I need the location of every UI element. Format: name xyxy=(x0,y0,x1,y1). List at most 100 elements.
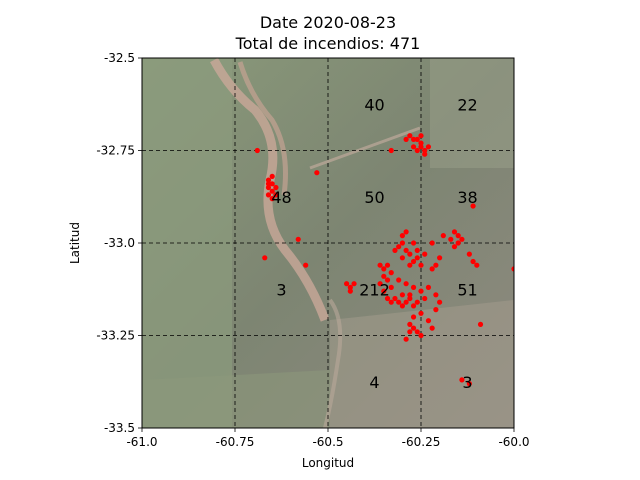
fire-point xyxy=(433,307,439,313)
fire-point xyxy=(429,240,435,246)
fire-point xyxy=(351,281,357,287)
fire-point xyxy=(399,292,405,298)
fire-point xyxy=(418,262,424,268)
cell-count-label: 22 xyxy=(457,95,477,114)
fire-point xyxy=(433,262,439,268)
fire-point xyxy=(466,381,472,387)
fire-point xyxy=(470,203,476,209)
fire-point xyxy=(459,377,465,383)
fire-point xyxy=(347,284,353,290)
fire-point xyxy=(273,192,279,198)
fire-point xyxy=(425,318,432,324)
fire-point xyxy=(388,284,394,290)
fire-point xyxy=(410,240,417,246)
cell-count-label: 3 xyxy=(276,280,286,299)
fire-point xyxy=(388,299,394,305)
cell-count-label: 38 xyxy=(457,188,477,207)
fire-point xyxy=(474,262,480,268)
cell-count-label: 40 xyxy=(364,95,384,114)
fire-point xyxy=(433,292,439,298)
cell-count-label: 3 xyxy=(462,373,472,392)
fire-point xyxy=(414,136,420,142)
fire-point xyxy=(399,233,405,239)
fire-point xyxy=(269,196,275,202)
fire-point xyxy=(418,144,424,150)
y-axis-ticks: -33.5 -33.25 -33.0 -32.75 -32.5 xyxy=(96,51,142,435)
fire-point xyxy=(295,236,301,242)
fire-point xyxy=(407,295,413,302)
x-tick-label: -60.5 xyxy=(312,435,343,449)
fire-point xyxy=(414,329,420,335)
x-tick-label: -60.25 xyxy=(402,435,441,449)
fire-point xyxy=(377,281,383,287)
fire-point xyxy=(470,258,476,265)
fire-point xyxy=(254,147,260,154)
fire-point xyxy=(410,325,417,331)
chart-subtitle: Total de incendios: 471 xyxy=(235,34,421,53)
fire-point xyxy=(422,151,428,157)
fire-point xyxy=(448,236,454,242)
fire-point xyxy=(399,255,405,261)
fire-point xyxy=(418,332,424,339)
y-tick-label: -33.5 xyxy=(104,421,135,435)
x-tick-label: -60.0 xyxy=(498,435,529,449)
fire-point xyxy=(388,270,394,276)
fire-point xyxy=(273,184,279,191)
fire-point xyxy=(269,181,275,187)
fire-point xyxy=(269,173,275,179)
fire-point xyxy=(477,321,484,327)
fire-point xyxy=(403,136,409,142)
fire-point xyxy=(418,133,424,139)
fire-point xyxy=(392,295,398,302)
fire-point xyxy=(414,255,420,261)
cell-count-label: 4 xyxy=(369,373,379,392)
fire-point xyxy=(466,251,472,257)
fire-point xyxy=(418,310,424,316)
fire-point xyxy=(437,255,443,261)
fire-point xyxy=(303,262,309,268)
fire-point xyxy=(418,140,424,146)
fire-point xyxy=(396,277,402,283)
fire-point xyxy=(399,240,405,246)
y-axis-label: Latitud xyxy=(68,222,82,264)
fire-point xyxy=(429,325,435,331)
fire-point xyxy=(407,321,413,327)
fire-point xyxy=(422,147,428,154)
fire-point xyxy=(384,262,391,268)
fire-point xyxy=(392,247,398,253)
grid-lines xyxy=(142,58,514,428)
fire-point xyxy=(440,233,446,239)
fire-point xyxy=(455,240,461,246)
fire-point xyxy=(377,262,383,268)
fire-point xyxy=(410,303,417,309)
fire-point xyxy=(265,192,272,198)
y-tick-label: -33.0 xyxy=(104,236,135,250)
fire-point xyxy=(418,288,424,294)
fire-point xyxy=(403,299,409,305)
fire-point xyxy=(407,251,413,257)
fire-point xyxy=(407,292,413,298)
fire-point xyxy=(403,229,409,235)
fire-point xyxy=(425,144,432,150)
y-tick-label: -33.25 xyxy=(96,329,135,343)
cell-counts: 40 22 48 50 38 3 212 51 4 3 xyxy=(271,95,477,392)
fire-point xyxy=(407,262,413,268)
fire-point xyxy=(451,229,458,235)
x-tick-label: -60.75 xyxy=(216,435,255,449)
fire-point xyxy=(381,266,387,272)
fire-point xyxy=(455,233,461,239)
fire-point xyxy=(265,184,272,191)
fire-point xyxy=(410,284,417,290)
cell-count-label: 48 xyxy=(271,188,291,207)
x-axis-ticks: -61.0 -60.75 -60.5 -60.25 -60.0 xyxy=(126,428,530,449)
fire-point xyxy=(407,329,413,335)
chart-title: Date 2020-08-23 xyxy=(260,13,396,32)
fire-point xyxy=(407,133,413,139)
fire-point xyxy=(399,303,405,309)
fire-point xyxy=(396,299,402,305)
fire-point xyxy=(403,336,409,342)
y-tick-label: -32.5 xyxy=(104,51,135,65)
x-axis-label: Longitud xyxy=(302,456,354,470)
fire-point xyxy=(422,251,428,257)
